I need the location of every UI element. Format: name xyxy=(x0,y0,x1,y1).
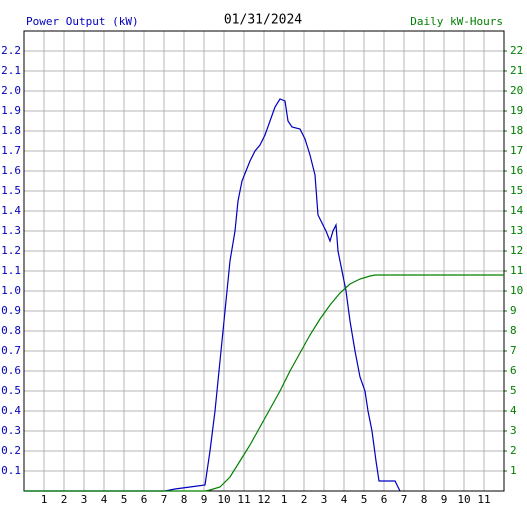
x-tick-label: 9 xyxy=(441,493,448,506)
y2-tick-label: 7 xyxy=(510,344,517,357)
y-tick-label: 1.1 xyxy=(1,264,21,277)
chart-title: 01/31/2024 xyxy=(224,13,302,28)
y2-tick-label: 14 xyxy=(510,204,524,217)
y-tick-label: 0.9 xyxy=(1,304,21,317)
x-tick-label: 6 xyxy=(141,493,148,506)
y-tick-label: 0.8 xyxy=(1,324,21,337)
y-tick-label: 0.2 xyxy=(1,444,21,457)
x-tick-label: 1 xyxy=(281,493,288,506)
y2-tick-label: 12 xyxy=(510,244,523,257)
y-tick-label: 1.4 xyxy=(1,204,21,217)
x-tick-label: 1 xyxy=(41,493,48,506)
y2-tick-label: 3 xyxy=(510,424,517,437)
y-tick-label: 0.6 xyxy=(1,364,21,377)
y-tick-label: 2.2 xyxy=(1,44,21,57)
y-tick-label: 0.3 xyxy=(1,424,21,437)
x-tick-label: 3 xyxy=(321,493,328,506)
plot-border xyxy=(23,30,505,492)
x-tick-label: 9 xyxy=(201,493,208,506)
y2-tick-label: 2 xyxy=(510,444,517,457)
x-tick-label: 4 xyxy=(101,493,108,506)
y-tick-label: 0.5 xyxy=(1,384,21,397)
y-tick-label: 1.8 xyxy=(1,124,21,137)
x-tick-label: 4 xyxy=(341,493,348,506)
y2-axis-title: Daily kW-Hours xyxy=(410,15,503,28)
y2-tick-label: 22 xyxy=(510,44,523,57)
y2-tick-label: 15 xyxy=(510,184,523,197)
x-tick-label: 5 xyxy=(361,493,368,506)
x-tick-label: 2 xyxy=(301,493,308,506)
series-line xyxy=(24,274,504,492)
y2-tick-label: 19 xyxy=(510,104,523,117)
y2-tick-label: 16 xyxy=(510,164,523,177)
y-tick-label: 1.6 xyxy=(1,164,21,177)
x-tick-label: 3 xyxy=(81,493,88,506)
y2-tick-label: 20 xyxy=(510,84,523,97)
y-tick-label: 0.7 xyxy=(1,344,21,357)
x-tick-label: 10 xyxy=(217,493,230,506)
x-tick-label: 6 xyxy=(381,493,388,506)
y-tick-label: 1.3 xyxy=(1,224,21,237)
y2-tick-label: 6 xyxy=(510,364,517,377)
y-tick-label: 0.4 xyxy=(1,404,21,417)
y2-tick-label: 4 xyxy=(510,404,517,417)
y2-tick-label: 8 xyxy=(510,324,517,337)
x-tick-label: 2 xyxy=(61,493,68,506)
y-tick-label: 1.0 xyxy=(1,284,21,297)
x-tick-label: 7 xyxy=(401,493,408,506)
y2-tick-label: 5 xyxy=(510,384,517,397)
y2-tick-label: 9 xyxy=(510,304,517,317)
y-tick-label: 1.7 xyxy=(1,144,21,157)
y-tick-label: 1.5 xyxy=(1,184,21,197)
y2-tick-label: 13 xyxy=(510,224,523,237)
y-tick-label: 2.0 xyxy=(1,84,21,97)
y-axis-title: Power Output (kW) xyxy=(26,15,139,28)
y2-tick-label: 10 xyxy=(510,284,523,297)
y2-tick-label: 18 xyxy=(510,124,523,137)
y-tick-label: 2.1 xyxy=(1,64,21,77)
y-tick-label: 0.1 xyxy=(1,464,21,477)
x-tick-label: 8 xyxy=(421,493,428,506)
x-tick-label: 7 xyxy=(161,493,168,506)
y2-tick-label: 1 xyxy=(510,464,517,477)
y2-tick-label: 21 xyxy=(510,64,523,77)
y2-tick-label: 17 xyxy=(510,144,523,157)
y-tick-label: 1.9 xyxy=(1,104,21,117)
series-line xyxy=(24,98,401,492)
y2-tick-label: 11 xyxy=(510,264,523,277)
x-tick-label: 10 xyxy=(457,493,470,506)
y-tick-label: 1.2 xyxy=(1,244,21,257)
x-tick-label: 11 xyxy=(477,493,490,506)
x-tick-label: 12 xyxy=(257,493,270,506)
x-tick-label: 5 xyxy=(121,493,128,506)
x-tick-label: 8 xyxy=(181,493,188,506)
x-tick-label: 11 xyxy=(237,493,250,506)
